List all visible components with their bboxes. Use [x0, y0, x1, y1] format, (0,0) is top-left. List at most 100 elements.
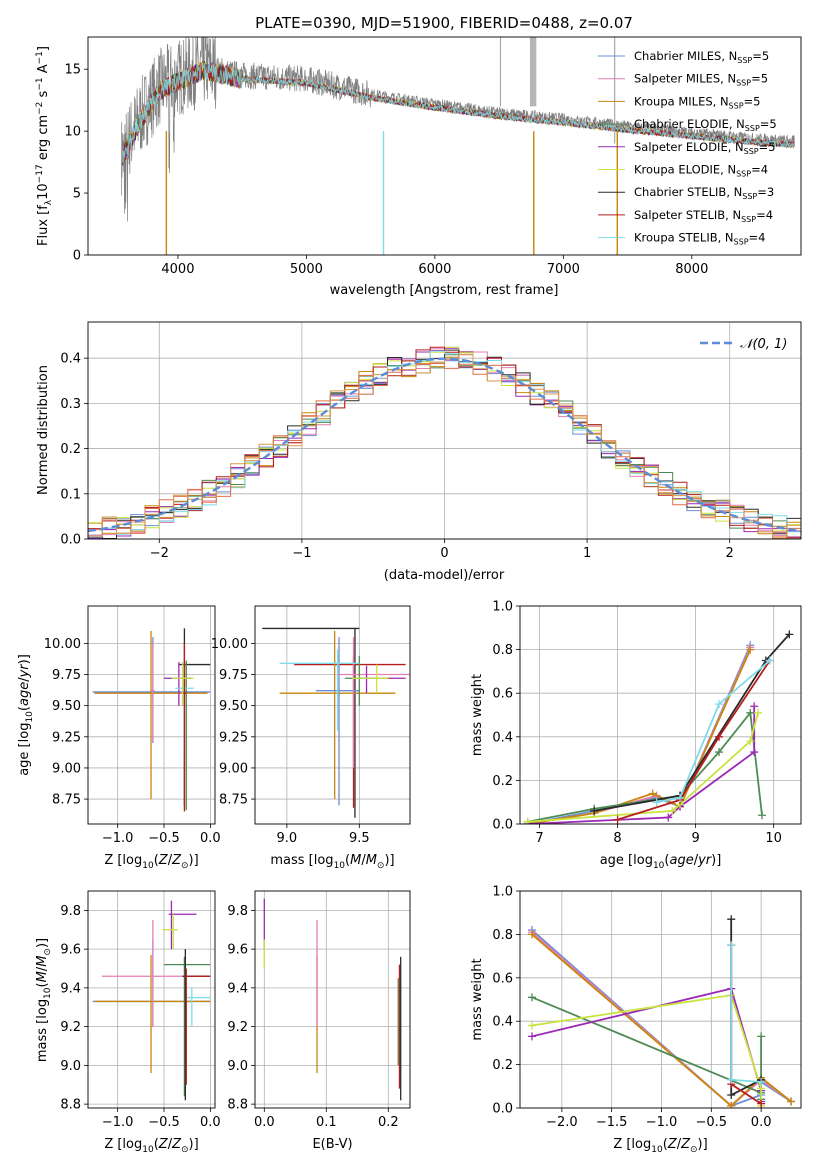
weight-marker: [746, 645, 755, 654]
weight-marker: [757, 811, 766, 820]
y-tick-label: 0.4: [492, 1015, 513, 1030]
x-tick-label: 7000: [547, 262, 580, 277]
weight-marker: [727, 1090, 736, 1099]
weight-marker: [668, 806, 677, 815]
label-part: (: [17, 706, 32, 711]
weight-marker: [527, 1021, 536, 1030]
x-axis-label: Z [log10(Z/Z⊙)]: [613, 1137, 707, 1155]
x-tick-label: −1.5: [596, 1115, 628, 1130]
y-tick-label: 0.2: [60, 442, 81, 457]
weight-marker: [715, 732, 724, 741]
y-tick-label: 10.00: [44, 637, 81, 652]
label-part: −2: [35, 102, 45, 115]
x-tick-label: −1.0: [646, 1115, 678, 1130]
legend-sub: SSP: [742, 192, 757, 201]
label-part: (: [345, 853, 350, 868]
plot-area: [263, 898, 402, 1101]
x-tick-label: 4000: [161, 262, 194, 277]
axes-frame: [87, 890, 216, 1109]
label-part: ⊙: [377, 861, 385, 871]
histogram-series: [88, 353, 801, 538]
label-part: Z: [171, 1137, 182, 1152]
y-tick-label: 0.2: [492, 1058, 513, 1073]
y-tick-label: 9.25: [52, 730, 81, 745]
label-part: λ: [44, 199, 54, 205]
y-tick-label: 9.6: [60, 943, 81, 958]
label-part: /: [168, 853, 173, 868]
weight-line: [594, 633, 790, 812]
y-tick-label: 0.4: [60, 352, 81, 367]
y-axis-label: mass [log10(M/M⊙)]: [35, 938, 53, 1062]
weight-marker: [590, 806, 599, 815]
normal-curve: [88, 357, 801, 533]
label-part: Flux [f: [36, 205, 51, 246]
label-part: Z: [158, 853, 169, 868]
x-axis-label: Z [log10(Z/Z⊙)]: [104, 853, 198, 871]
weight-line: [527, 706, 756, 824]
label-part: ]: [36, 46, 51, 51]
x-tick-label: −1: [292, 546, 311, 561]
y-axis-label: Flux [fλ10−17 erg cm−2 s−1 A−1]: [35, 46, 54, 246]
plot-area: [523, 630, 794, 824]
label-part: ⊙: [181, 861, 189, 871]
axes-frame: [519, 890, 802, 1109]
legend-tail: =5: [744, 94, 761, 108]
y-tick-label: 8.75: [219, 793, 248, 808]
weight-marker: [757, 1032, 766, 1041]
y-tick-label: 9.0: [227, 1059, 248, 1074]
label-part: (: [663, 1137, 668, 1152]
weight-line: [531, 994, 762, 1106]
x-tick-label: 10: [765, 831, 782, 846]
x-tick-label: −2.0: [546, 1115, 578, 1130]
y-axis-label: mass weight: [470, 674, 485, 756]
legend-sub: SSP: [741, 215, 756, 224]
legend-text: Chabrier ELODIE, N: [634, 117, 745, 131]
label-part: ⊙: [690, 1145, 698, 1155]
weight-line: [527, 710, 763, 823]
x-tick-label: −1.0: [102, 831, 134, 846]
weight-marker: [715, 700, 724, 709]
y-tick-label: 9.50: [52, 699, 81, 714]
axes-frame: [87, 36, 802, 256]
legend-sub: SSP: [736, 79, 751, 88]
y-tick-label: 8.8: [60, 1098, 81, 1113]
y-tick-label: 9.4: [227, 981, 248, 996]
weight-marker: [787, 1097, 796, 1106]
x-tick-label: −2: [150, 546, 169, 561]
panel-age_vs_mass: 9.0 9.5 8.75 9.00 9.25 9.50 9.75 10.00: [211, 605, 411, 846]
axes-frame: [254, 605, 411, 825]
legend-entry: 𝒩(0, 1): [740, 337, 787, 352]
label-part: )]: [698, 1137, 708, 1152]
legend-text: Chabrier STELIB, N: [634, 185, 742, 199]
weight-marker: [527, 993, 536, 1002]
x-tick-label: 8: [613, 831, 621, 846]
x-axis-label: Z [log10(Z/Z⊙)]: [104, 1137, 198, 1155]
label-part: Z: [158, 1137, 169, 1152]
y-tick-label: 1.0: [492, 600, 513, 615]
legend-sub: SSP: [745, 124, 760, 133]
label-part: )]: [189, 853, 199, 868]
y-tick-label: 9.25: [219, 730, 248, 745]
label-part: age: [17, 682, 32, 706]
label-part: (: [154, 853, 159, 868]
y-tick-label: 9.8: [227, 904, 248, 919]
label-part: /: [35, 966, 50, 971]
x-tick-label: 2: [726, 546, 734, 561]
legend-text: Chabrier MILES, N: [634, 49, 737, 63]
x-tick-label: 8000: [675, 262, 708, 277]
weight-line: [531, 996, 762, 1100]
weight-marker: [715, 748, 724, 757]
label-part: mass [log: [35, 999, 50, 1062]
label-part: A: [36, 64, 51, 77]
label-part: age [log: [17, 723, 32, 776]
panel-spectrum: 4000 5000 6000 7000 8000 0 5 10 15: [64, 36, 802, 277]
y-axis-label: mass weight: [470, 958, 485, 1040]
label-part: )]: [17, 654, 32, 664]
legend-text: Salpeter ELODIE, N: [634, 140, 744, 154]
label-part: /: [17, 677, 32, 682]
weight-marker: [652, 798, 661, 807]
x-tick-label: 0.0: [200, 831, 221, 846]
label-part: yr: [17, 663, 32, 679]
legend-text: Kroupa STELIB, N: [634, 231, 734, 245]
